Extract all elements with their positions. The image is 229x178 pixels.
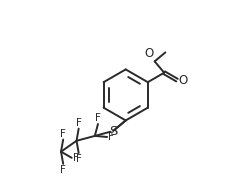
- Text: O: O: [143, 47, 153, 60]
- Text: F: F: [108, 132, 114, 142]
- Text: F: F: [72, 153, 78, 163]
- Text: O: O: [177, 74, 187, 87]
- Text: F: F: [60, 165, 66, 175]
- Text: S: S: [108, 124, 117, 138]
- Text: F: F: [75, 154, 81, 164]
- Text: F: F: [75, 118, 81, 128]
- Text: F: F: [95, 113, 101, 123]
- Text: F: F: [60, 129, 66, 139]
